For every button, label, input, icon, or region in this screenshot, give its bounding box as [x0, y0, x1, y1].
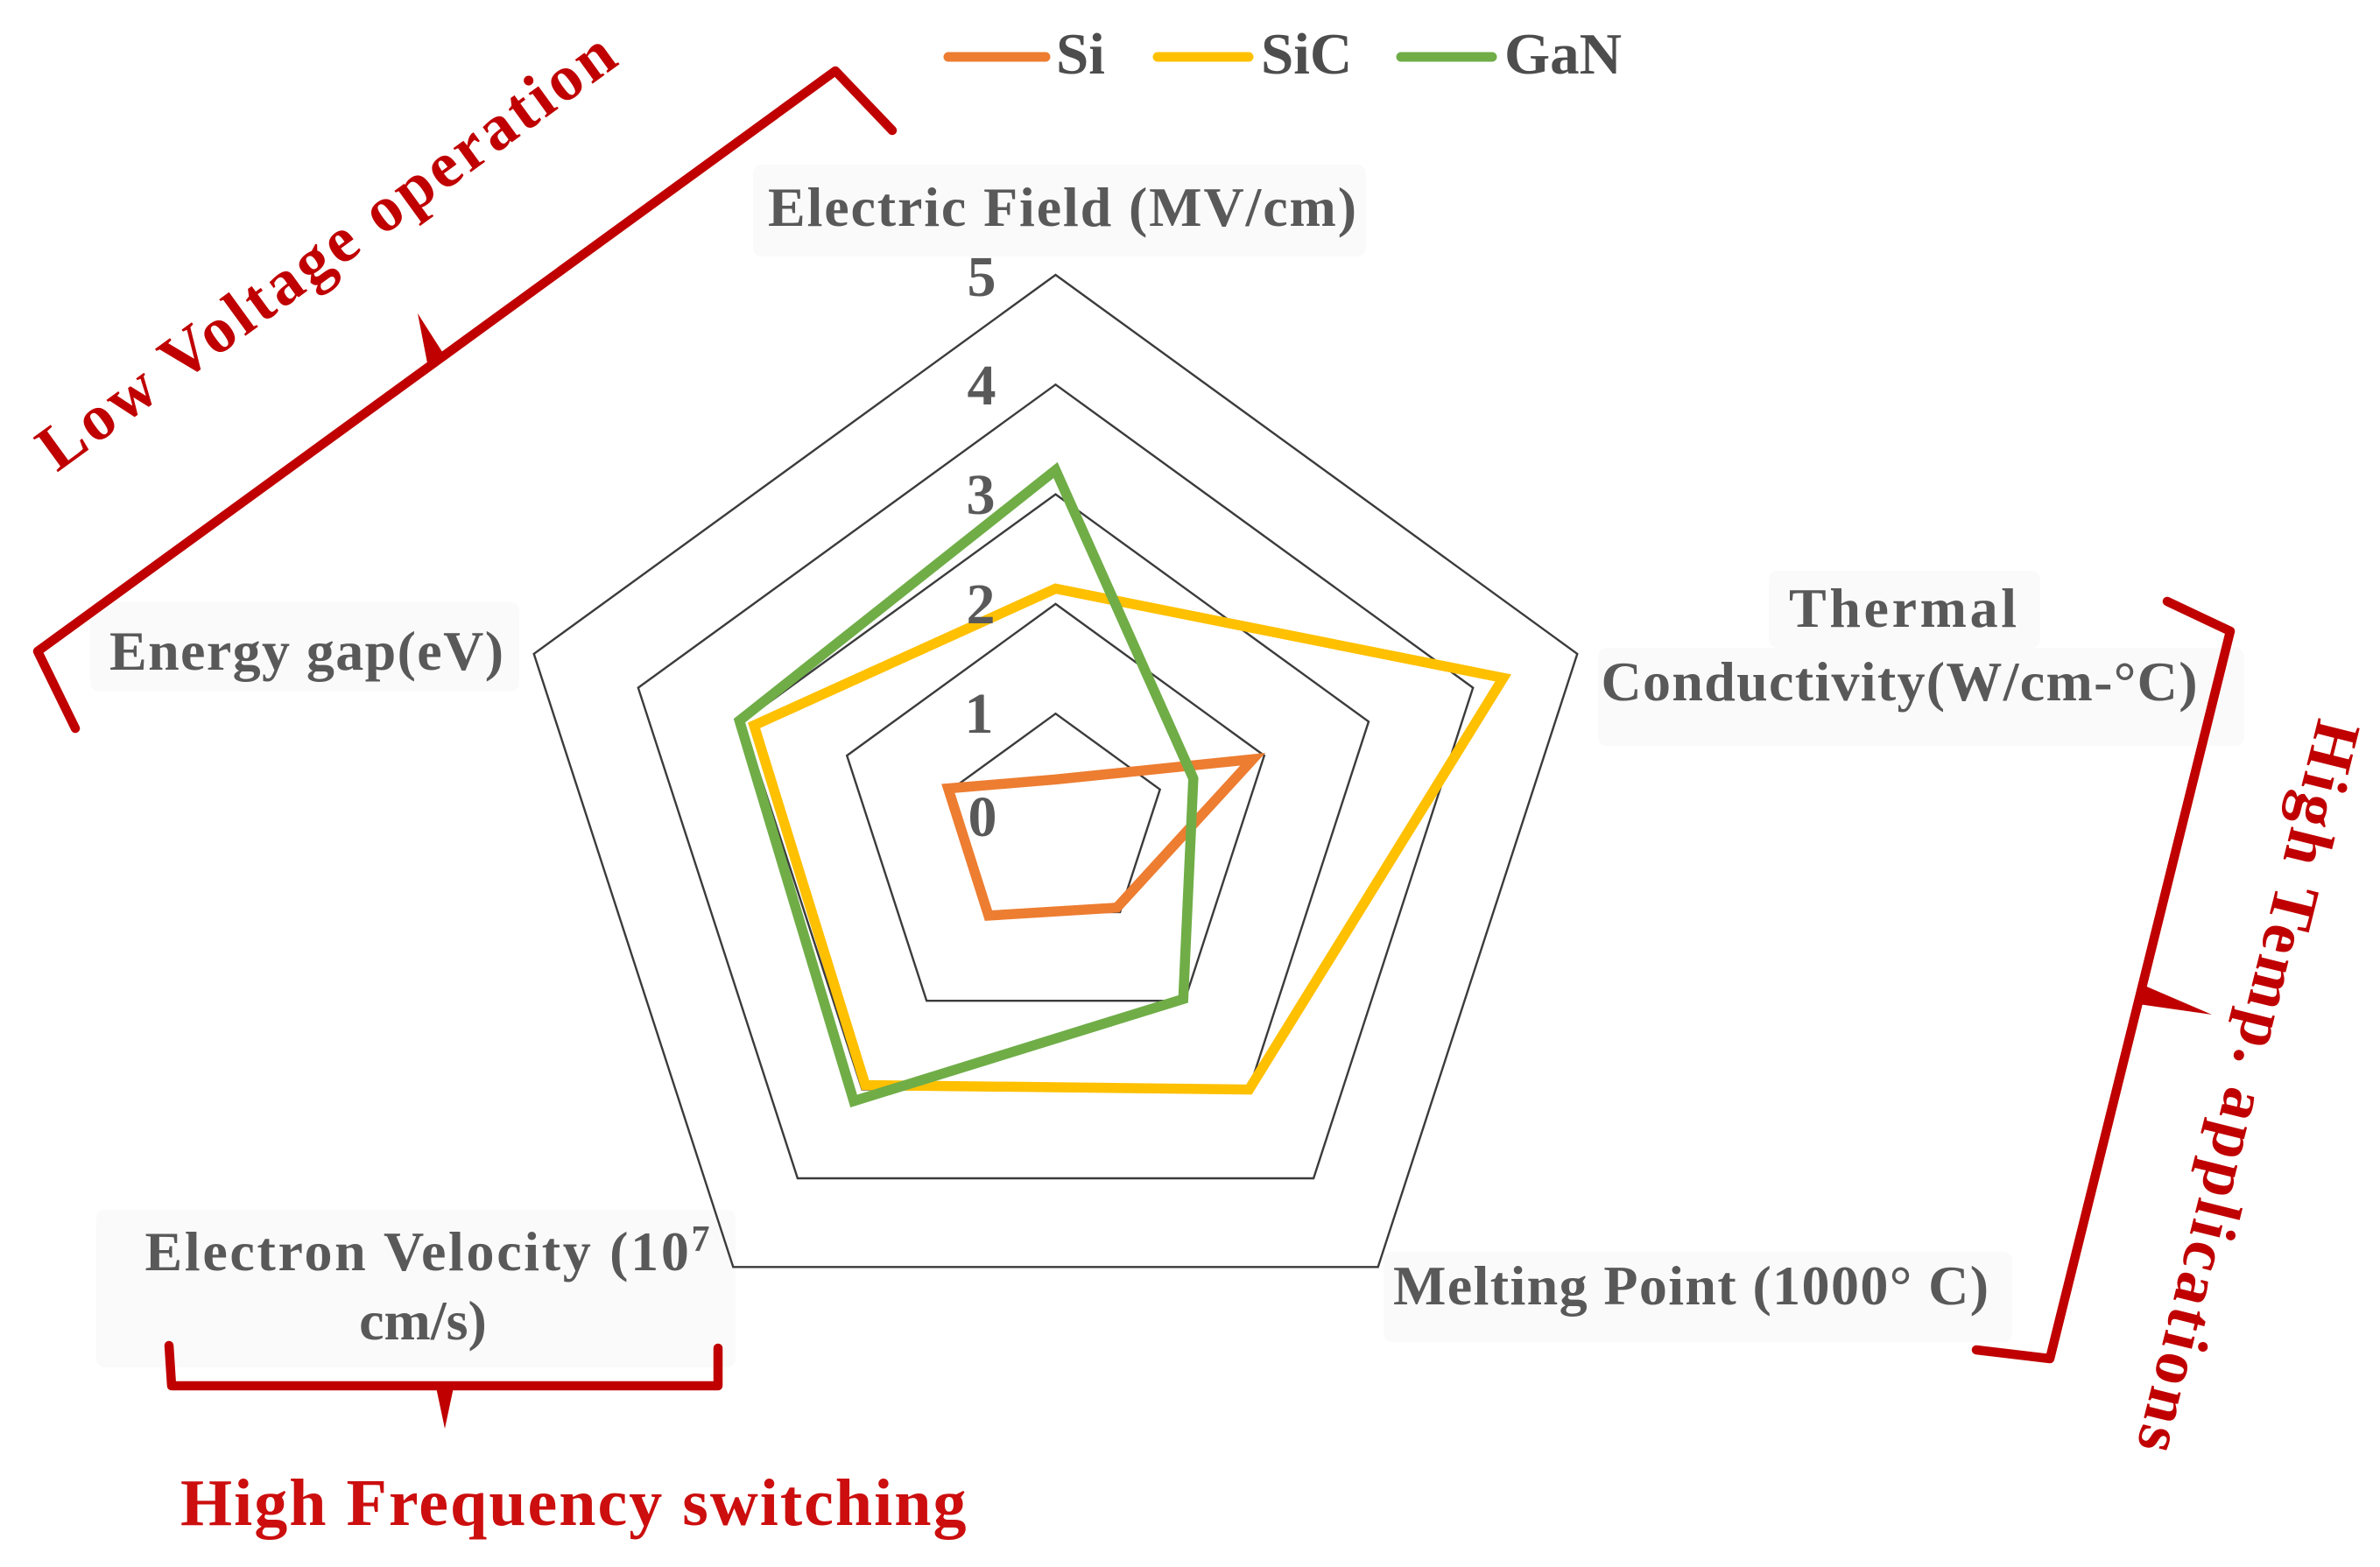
svg-text:Melting Point (1000° C): Melting Point (1000° C)	[1393, 1254, 1989, 1317]
svg-text:Energy gap(eV): Energy gap(eV)	[109, 620, 503, 682]
svg-text:5: 5	[968, 245, 996, 309]
svg-text:Electric Field (MV/cm): Electric Field (MV/cm)	[768, 176, 1356, 238]
svg-text:Thermal: Thermal	[1789, 577, 2017, 639]
svg-text:cm/s): cm/s)	[359, 1289, 487, 1352]
svg-text:3: 3	[967, 463, 996, 527]
svg-text:Si: Si	[1056, 22, 1105, 87]
svg-text:SiC: SiC	[1261, 22, 1352, 87]
svg-text:2: 2	[967, 573, 996, 636]
svg-text:1: 1	[965, 682, 994, 746]
svg-text:GaN: GaN	[1504, 22, 1622, 87]
svg-text:Conductivity(W/cm-°C): Conductivity(W/cm-°C)	[1602, 650, 2198, 713]
svg-text:High Frequency switching: High Frequency switching	[180, 1466, 968, 1540]
svg-text:Electron Velocity (107: Electron Velocity (107	[145, 1219, 710, 1282]
svg-text:0: 0	[968, 785, 997, 849]
svg-text:4: 4	[968, 354, 996, 418]
